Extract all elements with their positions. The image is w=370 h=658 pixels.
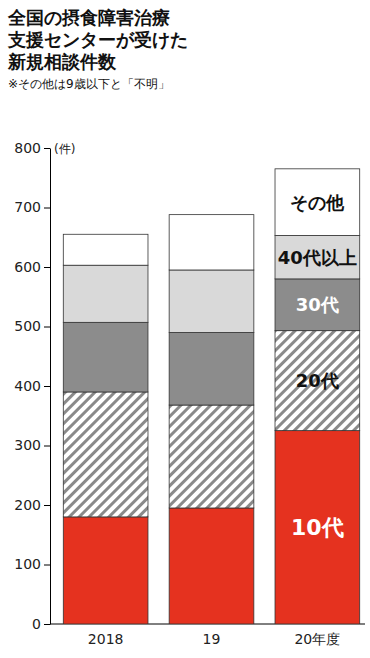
subtitle: ※その他は9歳以下と「不明」 [8, 77, 170, 91]
bar-segment [275, 279, 360, 331]
y-axis: 0 100 200 300 400 500 600 700 800 [14, 140, 50, 632]
y-tick-mark [44, 327, 50, 328]
y-tick-mark [44, 565, 50, 566]
bar-segment [275, 431, 360, 624]
bar-segment [63, 517, 148, 624]
bar-segment [63, 322, 148, 392]
y-tick-mark [44, 386, 50, 387]
series-label: その他 [290, 192, 345, 213]
y-tick-label: 300 [14, 437, 41, 453]
y-tick-label: 400 [14, 378, 41, 394]
bar-segment [63, 392, 148, 517]
bar-segment [169, 405, 254, 508]
y-tick: 500 [14, 318, 50, 334]
x-tick: 20年度 [294, 624, 340, 647]
x-tick-label: 20年度 [294, 631, 340, 647]
y-tick: 800 [14, 140, 50, 156]
y-tick-label: 600 [14, 259, 41, 275]
x-tick: 19 [203, 624, 221, 647]
y-tick-mark [44, 208, 50, 209]
bar-segment [63, 234, 148, 265]
title: 全国の摂食障害治療支援センターが受けた新規相談件数 [7, 7, 188, 72]
x-tick-label: 2018 [88, 631, 124, 647]
y-tick-mark [44, 267, 50, 268]
y-tick: 600 [14, 259, 50, 275]
x-axis: 2018 19 20年度 [88, 624, 340, 647]
bar-segment [169, 215, 254, 270]
series-label: 40代以上 [278, 247, 357, 268]
y-tick: 700 [14, 199, 50, 215]
y-tick-label: 0 [32, 616, 41, 632]
y-tick-label: 200 [14, 497, 41, 513]
x-tick-label: 19 [203, 631, 221, 647]
bar-segment [275, 331, 360, 431]
chart-container: 全国の摂食障害治療支援センターが受けた新規相談件数 ※その他は9歳以下と「不明」 0… [0, 0, 370, 658]
y-axis-title: (件) [54, 142, 75, 156]
y-tick: 300 [14, 437, 50, 453]
y-tick-label: 100 [14, 556, 41, 572]
y-axis-line [50, 149, 51, 625]
y-tick: 400 [14, 378, 50, 394]
bar-segment [169, 332, 254, 405]
y-tick-label: 500 [14, 318, 41, 334]
y-tick: 0 [32, 616, 50, 632]
y-tick-label: 700 [14, 199, 41, 215]
y-tick-mark [44, 446, 50, 447]
bar-segment [169, 508, 254, 624]
bar-segment [275, 235, 360, 278]
bar-segment [169, 270, 254, 332]
y-tick-mark [44, 148, 50, 149]
series-labels: 10代 20代 30代 40代以上 その他 [278, 192, 357, 540]
y-tick-mark [44, 624, 50, 625]
y-tick: 200 [14, 497, 50, 513]
series-label: 30代 [296, 294, 339, 315]
bar-segment [275, 169, 360, 236]
chart-svg: 全国の摂食障害治療支援センターが受けた新規相談件数 ※その他は9歳以下と「不明」 0… [0, 0, 370, 658]
series-label: 10代 [291, 515, 344, 540]
bar-segment [63, 265, 148, 322]
y-tick-label: 800 [14, 140, 41, 156]
y-tick: 100 [14, 556, 50, 572]
x-tick: 2018 [88, 624, 124, 647]
bars [63, 169, 359, 624]
series-label: 20代 [296, 370, 339, 391]
y-tick-mark [44, 505, 50, 506]
